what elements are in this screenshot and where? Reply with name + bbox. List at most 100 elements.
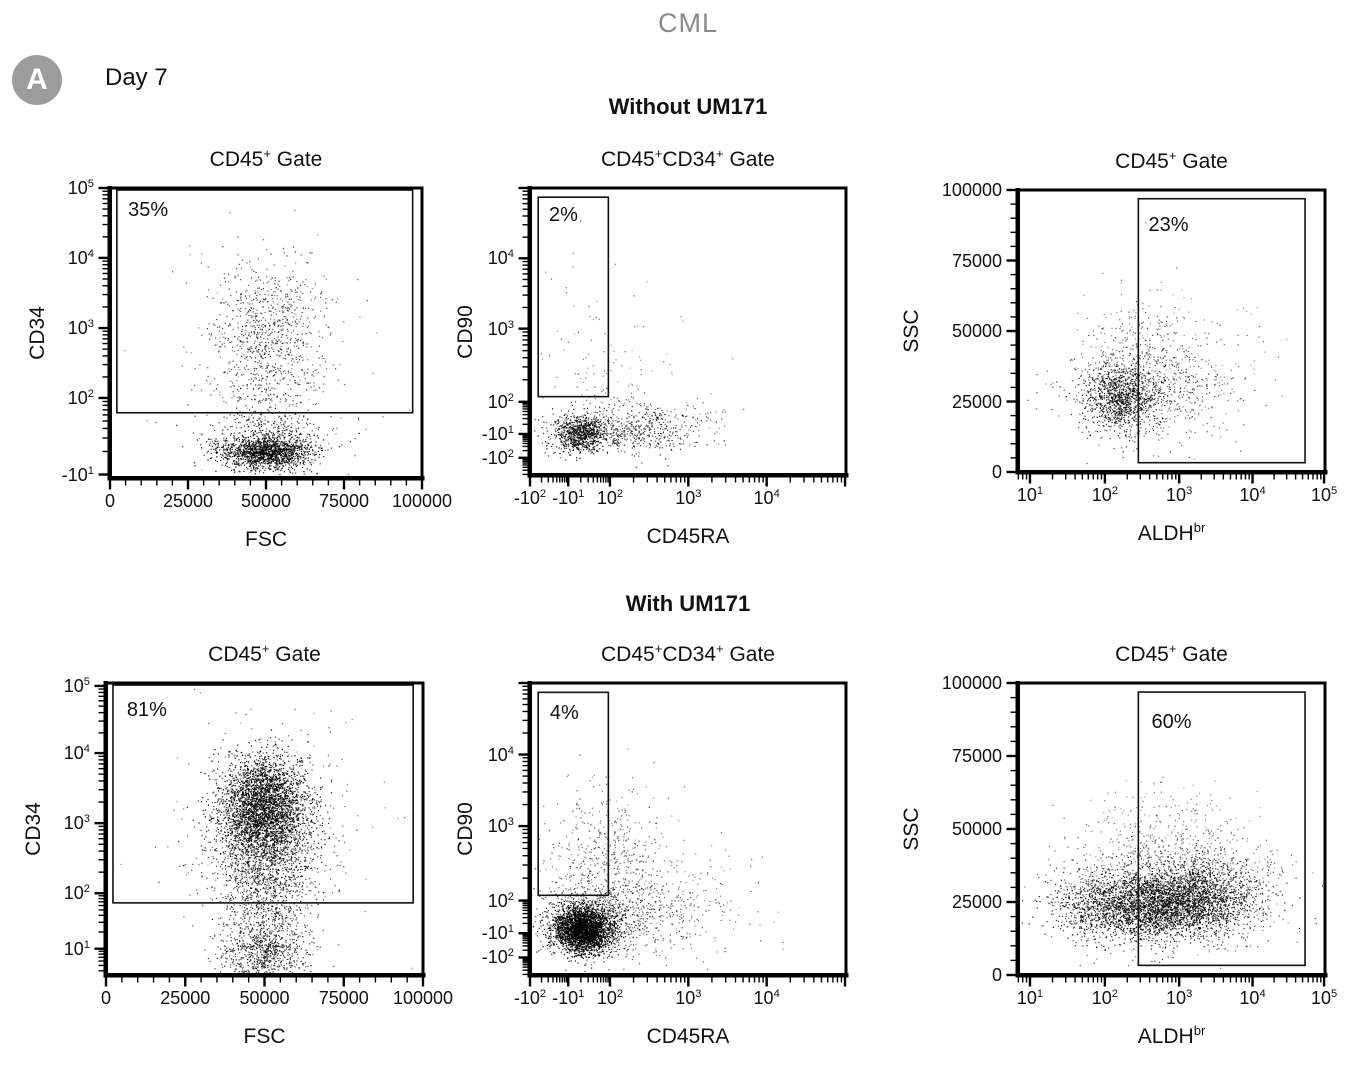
x-axis-label: CD45RA	[646, 1025, 730, 1048]
x-tick-label: 102	[1091, 988, 1118, 1008]
y-tick-label: -101	[481, 423, 514, 444]
flow-plot-without-cd90-vs-cd45ra: CD45+CD34+ Gate CD90 2% -102 -101 102 103 10…	[454, 147, 854, 548]
y-tick-label: 105	[67, 178, 94, 198]
y-tick-label: 50000	[951, 321, 1002, 341]
x-axis-label: FSC	[245, 528, 287, 551]
y-tick-label: -102	[481, 947, 514, 968]
x-tick-label: 102	[596, 488, 624, 508]
plot-title: CD45+ Gate	[209, 146, 323, 171]
x-tick-label: 104	[1239, 988, 1266, 1008]
x-tick-label: 101	[1016, 485, 1044, 505]
x-tick-label: 50000	[240, 491, 292, 511]
gate-percentage-label: 35%	[128, 199, 169, 222]
x-tick-label: 104	[753, 488, 780, 508]
x-tick-label: 103	[675, 488, 702, 508]
x-tick-label: 102	[596, 988, 624, 1008]
plot-frame: 81% 0 25000 50000 75000 100000 101 102 103 104 10…	[64, 676, 453, 1008]
x-tick-label: 101	[1016, 988, 1044, 1008]
y-tick-label: 103	[487, 816, 514, 837]
scatter-canvas	[1000, 184, 1333, 490]
y-tick-label: 103	[487, 318, 514, 339]
x-tick-label: 103	[675, 988, 702, 1008]
y-tick-label: 104	[63, 743, 90, 764]
flow-plot-with-ssc-vs-aldh: CD45+ Gate SSC 60% 101 102 103 104 105 0 25000…	[900, 642, 1337, 1048]
y-tick-label: 25000	[951, 391, 1002, 412]
x-axis-label: CD45RA	[646, 525, 730, 548]
y-tick-label: 105	[63, 675, 90, 696]
plot-title: CD45+CD34+ Gate	[601, 146, 775, 171]
gate-percentage-label: 81%	[126, 699, 167, 722]
plot-frame: 2% -102 -101 102 103 104 -102 -101 102 103 104	[482, 182, 854, 508]
x-tick-label: 104	[1239, 485, 1266, 505]
x-tick-label: 103	[1166, 485, 1193, 505]
x-axis-label: FSC	[243, 1025, 286, 1048]
x-axis-label: ALDHbr	[1137, 1023, 1206, 1048]
x-tick-label: 100000	[391, 491, 453, 511]
flow-plot-without-ssc-vs-aldh: CD45+ Gate SSC 23% 101 102 103 104 105 0 25000…	[900, 149, 1337, 545]
x-tick-label: 105	[1310, 485, 1338, 505]
row-header-without-um171: Without UM171	[608, 94, 768, 119]
x-tick-label: 105	[1310, 988, 1338, 1008]
x-tick-label: 25000	[160, 988, 211, 1008]
figure-title: CML	[657, 8, 718, 38]
plot-title: CD45+ Gate	[208, 641, 321, 666]
row-header-with-um171: With UM171	[625, 591, 751, 616]
x-tick-label: -101	[552, 988, 585, 1008]
plot-frame: 4% -102 -101 102 103 104 -102 -101 102 103 104	[482, 677, 854, 1008]
x-tick-label: 104	[753, 988, 780, 1008]
plot-title: CD45+CD34+ Gate	[601, 641, 775, 666]
y-tick-label: 101	[63, 938, 90, 959]
gate-percentage-label: 60%	[1151, 710, 1192, 733]
flow-plot-with-cd34-vs-fsc: CD45+ Gate CD34 81% 0 25000 50000 75000 1000…	[22, 642, 453, 1048]
y-tick-label: 104	[487, 248, 514, 269]
scatter-canvas	[92, 182, 430, 496]
y-tick-label: -101	[61, 464, 94, 485]
scatter-canvas	[88, 677, 431, 993]
y-tick-label: 104	[487, 744, 514, 765]
y-tick-label: 102	[67, 387, 94, 408]
x-tick-label: 0	[100, 988, 112, 1008]
x-tick-label: 75000	[318, 988, 369, 1008]
y-tick-label: 104	[67, 247, 94, 268]
gate-percentage-label: 2%	[548, 203, 578, 226]
y-tick-label: 75000	[951, 250, 1002, 271]
y-tick-label: -101	[481, 923, 514, 944]
x-tick-label: 0	[104, 491, 116, 511]
gate-percentage-label: 23%	[1148, 213, 1189, 236]
y-tick-label: 102	[487, 890, 514, 911]
scatter-canvas	[512, 182, 854, 493]
x-tick-label: 25000	[162, 491, 214, 511]
y-tick-label: -102	[481, 447, 514, 468]
plot-title: CD45+ Gate	[1115, 641, 1228, 666]
y-tick-label: 100000	[941, 673, 1002, 693]
gate-percentage-label: 4%	[549, 701, 579, 724]
plot-frame: 60% 101 102 103 104 105 0 25000 50000 75000 10000…	[942, 673, 1337, 1008]
x-tick-label: 103	[1166, 988, 1193, 1008]
x-tick-label: -101	[552, 488, 585, 508]
scatter-canvas	[1000, 677, 1333, 993]
y-tick-label: 100000	[941, 180, 1002, 200]
y-tick-label: 102	[487, 391, 514, 412]
y-tick-label: 0	[991, 965, 1002, 985]
y-tick-label: 75000	[951, 746, 1002, 766]
flow-plot-without-cd34-vs-fsc: CD45+ Gate CD34 35% 0 25000 50000 75000 1000…	[26, 147, 452, 551]
day-label: Day 7	[105, 64, 168, 91]
x-tick-label: -102	[513, 988, 547, 1008]
plot-title: CD45+ Gate	[1115, 148, 1228, 173]
y-tick-label: 0	[991, 462, 1002, 482]
x-tick-label: 50000	[239, 988, 290, 1008]
y-tick-label: 50000	[951, 819, 1002, 839]
x-tick-label: 100000	[392, 988, 454, 1008]
panel-a-letter: A	[26, 63, 48, 96]
y-tick-label: 103	[67, 318, 94, 339]
x-tick-label: 102	[1091, 485, 1118, 505]
x-axis-label: ALDHbr	[1137, 520, 1206, 545]
flow-plot-with-cd90-vs-cd45ra: CD45+CD34+ Gate CD90 4% -102 -101 102 103 10…	[454, 642, 854, 1048]
plot-frame: 35% 0 25000 50000 75000 100000 -101 102 103 104 1…	[62, 178, 452, 511]
panel-a-badge: A	[12, 55, 62, 105]
x-tick-label: -102	[513, 488, 547, 508]
plot-frame: 23% 101 102 103 104 105 0 25000 50000 75000 10000…	[942, 180, 1337, 505]
y-tick-label: 102	[63, 883, 90, 904]
x-tick-label: 75000	[318, 491, 370, 511]
